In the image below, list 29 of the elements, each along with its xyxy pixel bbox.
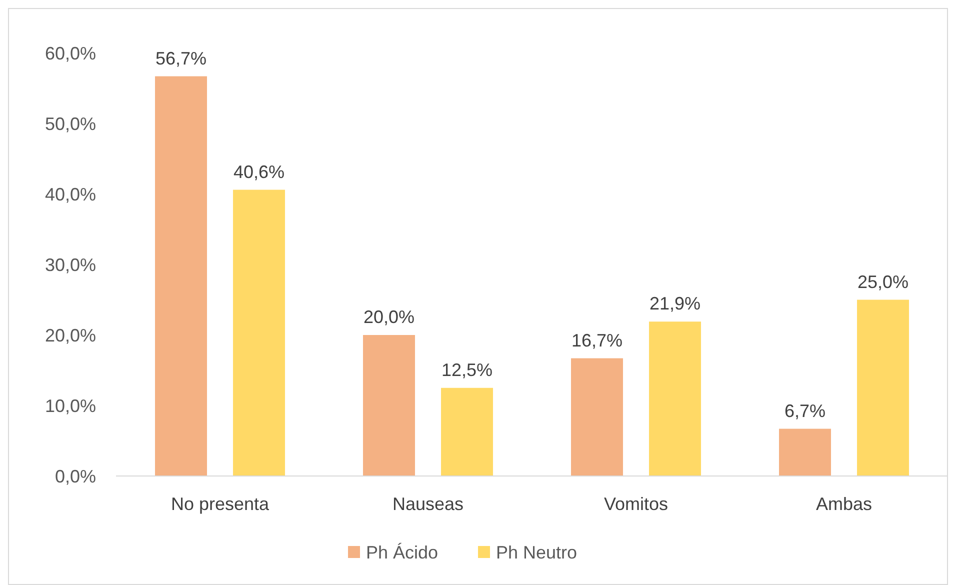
y-tick-label: 30,0% [44,254,96,275]
x-tick-label: Ambas [816,494,872,514]
bar [779,428,831,476]
y-tick-label: 20,0% [44,325,96,346]
legend-label: Ph Neutro [496,542,578,562]
bar [155,76,207,476]
y-tick-label: 60,0% [44,43,96,64]
data-label: 16,7% [571,330,623,350]
data-label: 12,5% [441,360,493,380]
bar [441,388,493,476]
bar [857,300,909,476]
x-tick-label: Vomitos [604,494,668,514]
data-label: 40,6% [233,162,285,182]
y-tick-label: 10,0% [44,396,96,416]
legend-label: Ph Ácido [366,542,438,562]
bar [571,358,623,476]
x-tick-label: No presenta [170,494,270,514]
bar [649,322,701,476]
y-tick-label: 0,0% [54,466,96,486]
y-tick-label: 50,0% [44,114,96,134]
data-label: 21,9% [649,294,701,314]
bar [233,190,285,476]
bar [363,335,415,476]
data-label: 20,0% [363,307,415,327]
x-tick-label: Nauseas [392,494,464,514]
y-tick-label: 40,0% [44,184,96,204]
data-label: 56,7% [155,48,207,68]
data-label: 25,0% [857,272,909,292]
data-label: 6,7% [784,400,826,421]
